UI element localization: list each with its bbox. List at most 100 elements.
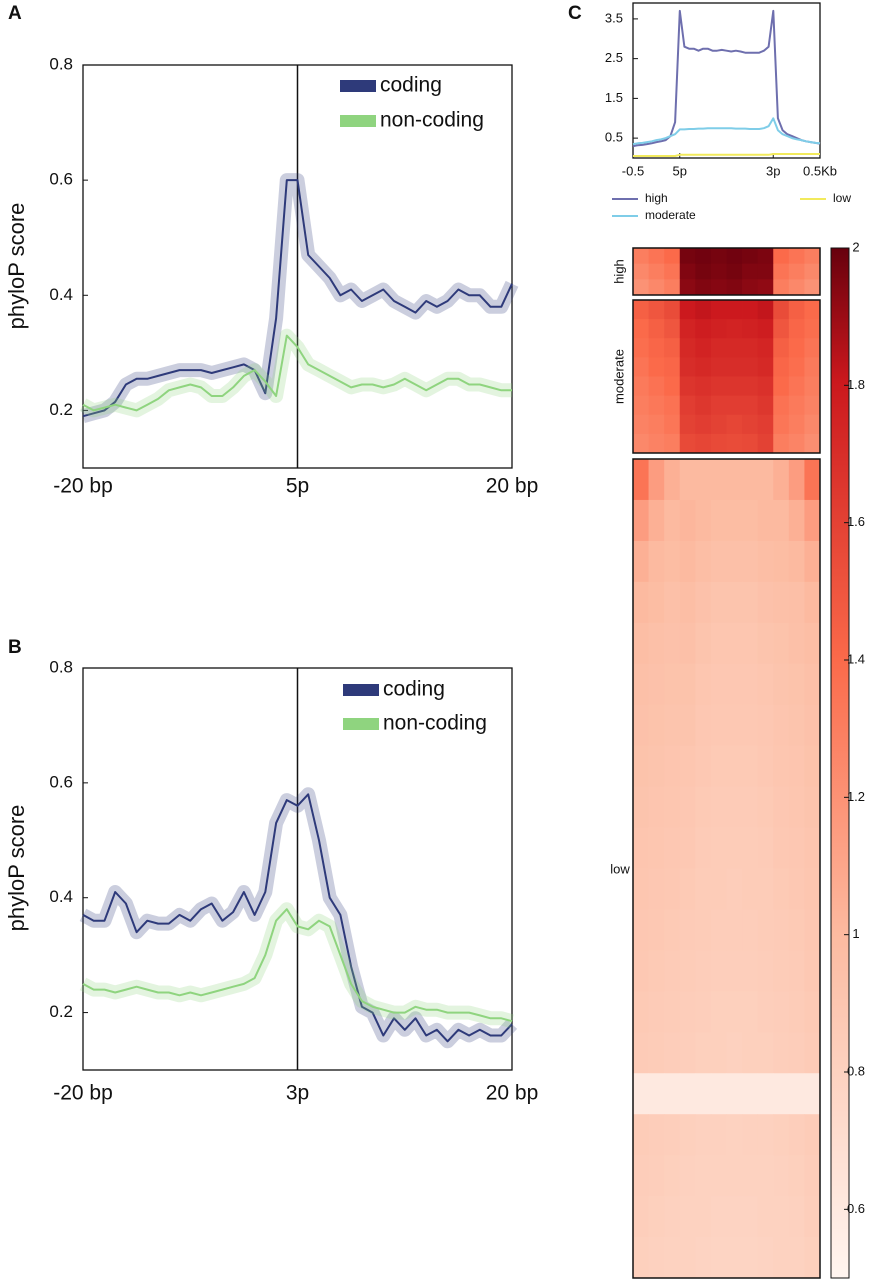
x-tick-label: 0.5Kb	[803, 163, 837, 178]
heatmap-cell	[633, 319, 649, 339]
heatmap-cell	[726, 357, 743, 377]
heatmap-cell	[679, 1237, 696, 1279]
heatmap-cell	[648, 581, 665, 624]
heatmap-cell	[710, 1032, 727, 1074]
heatmap-cell	[726, 459, 743, 501]
heatmap-cell	[679, 319, 696, 339]
heatmap-cell	[788, 338, 805, 358]
heatmap-cell	[633, 868, 649, 910]
heatmap-cell	[695, 909, 712, 951]
heatmap-cell	[695, 414, 712, 435]
heatmap-cell	[648, 263, 665, 280]
heatmap-cell	[664, 1073, 681, 1115]
heatmap-cell	[695, 868, 712, 910]
heatmap-cell	[788, 622, 805, 665]
heatmap-cell	[679, 663, 696, 706]
panel-label: A	[8, 3, 22, 24]
heatmap-cell	[679, 950, 696, 992]
heatmap-cell	[633, 663, 649, 706]
heatmap-cell	[710, 248, 727, 265]
colorbar-tick-label: 1.2	[847, 789, 865, 804]
x-tick-label: 3p	[286, 1082, 309, 1105]
heatmap-cell	[695, 459, 712, 501]
heatmap-cell	[648, 1114, 665, 1156]
heatmap-cell	[726, 786, 743, 828]
heatmap-cell	[757, 950, 774, 992]
heatmap-cell	[679, 248, 696, 265]
heatmap-cell	[773, 376, 790, 397]
heatmap-cell	[726, 745, 743, 787]
heatmap-cell	[648, 376, 665, 397]
heatmap-cell	[633, 622, 649, 665]
heatmap-cell	[773, 581, 790, 624]
heatmap-cell	[788, 279, 805, 296]
heatmap-cell	[742, 338, 759, 358]
heatmap-cell	[664, 248, 681, 265]
heatmap-cell	[757, 581, 774, 624]
heatmap-cell	[804, 248, 821, 265]
heatmap-cell	[695, 1155, 712, 1197]
heatmap-cell	[695, 704, 712, 747]
heatmap-cell	[788, 300, 805, 320]
y-axis-label: phyloP score	[4, 203, 29, 330]
heatmap-cell	[804, 950, 821, 992]
heatmap-cell	[742, 1237, 759, 1279]
heatmap-cell	[788, 704, 805, 747]
heatmap-cell	[648, 663, 665, 706]
heatmap-cell	[695, 499, 712, 542]
heatmap-cell	[648, 991, 665, 1033]
y-tick-label: 0.8	[49, 54, 73, 73]
heatmap-cell	[679, 414, 696, 435]
heatmap-cell	[679, 279, 696, 296]
heatmap-cell	[710, 357, 727, 377]
heatmap-cell	[788, 868, 805, 910]
heatmap-cell	[695, 1237, 712, 1279]
heatmap-cell	[695, 991, 712, 1033]
y-tick-label: 3.5	[605, 10, 623, 25]
heatmap-cell	[710, 581, 727, 624]
heatmap-cell	[664, 263, 681, 280]
legend-label: moderate	[645, 208, 696, 222]
heatmap-cell	[633, 338, 649, 358]
heatmap-cell	[742, 319, 759, 339]
heatmap-cell	[695, 279, 712, 296]
heatmap-cell	[726, 827, 743, 869]
heatmap-cell	[679, 357, 696, 377]
heatmap-cell	[648, 338, 665, 358]
plot-frame	[632, 2, 821, 159]
heatmap-cell	[710, 319, 727, 339]
heatmap-cell	[788, 909, 805, 951]
heatmap-cell	[695, 263, 712, 280]
heatmap-cell	[757, 622, 774, 665]
heatmap-cell	[664, 499, 681, 542]
heatmap-cell	[742, 1114, 759, 1156]
heatmap-cell	[804, 395, 821, 416]
series-line	[82, 908, 513, 1023]
heatmap-cell	[664, 357, 681, 377]
y-axis-label: phyloP score	[4, 805, 29, 932]
heatmap-cell	[710, 459, 727, 501]
heatmap-cell	[679, 909, 696, 951]
heatmap-cell	[804, 279, 821, 296]
y-tick-label: 2.5	[605, 50, 623, 65]
heatmap-cell	[679, 704, 696, 747]
heatmap-cell	[695, 319, 712, 339]
heatmap-cell	[710, 1073, 727, 1115]
heatmap-cell	[773, 300, 790, 320]
heatmap-cell	[648, 319, 665, 339]
heatmap-cell	[695, 1073, 712, 1115]
x-tick-label: 20 bp	[486, 1082, 539, 1105]
heatmap-cell	[804, 357, 821, 377]
heatmap-cell	[695, 248, 712, 265]
heatmap-cell	[695, 1114, 712, 1156]
heatmap-cell	[788, 263, 805, 280]
heatmap-cell	[757, 1155, 774, 1197]
heatmap-cell	[788, 395, 805, 416]
series-line	[82, 179, 513, 418]
heatmap-cell	[664, 1196, 681, 1238]
heatmap-cell	[773, 1155, 790, 1197]
heatmap-cell	[726, 319, 743, 339]
heatmap-cell	[742, 704, 759, 747]
x-tick-label: 5p	[673, 163, 687, 178]
heatmap-cell	[804, 459, 821, 501]
